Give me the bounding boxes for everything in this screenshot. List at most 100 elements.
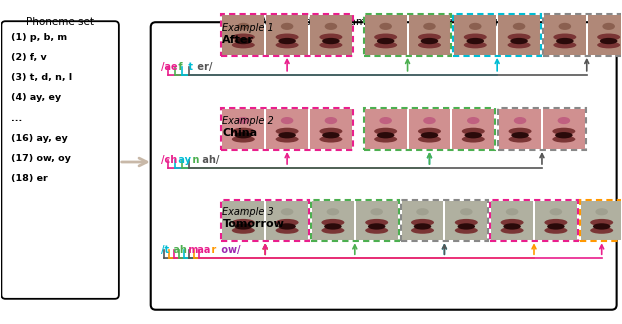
Ellipse shape <box>237 117 249 124</box>
Bar <box>499 143 541 149</box>
Ellipse shape <box>513 23 526 30</box>
Ellipse shape <box>420 132 439 138</box>
Bar <box>588 15 622 55</box>
Text: Phoneme set: Phoneme set <box>26 17 94 27</box>
Ellipse shape <box>374 42 397 48</box>
Bar <box>581 201 622 240</box>
Ellipse shape <box>469 23 481 30</box>
Ellipse shape <box>320 42 342 48</box>
Ellipse shape <box>550 208 562 215</box>
Bar <box>543 14 622 56</box>
Bar <box>312 201 354 240</box>
Ellipse shape <box>501 219 524 226</box>
Ellipse shape <box>509 128 532 135</box>
Bar <box>223 234 264 240</box>
Bar <box>364 15 407 55</box>
Ellipse shape <box>374 136 397 143</box>
Text: ah: ah <box>170 245 187 255</box>
Ellipse shape <box>377 132 394 138</box>
Ellipse shape <box>232 136 255 143</box>
Text: m: m <box>185 245 198 255</box>
Text: ...: ... <box>11 114 22 123</box>
Bar <box>364 143 407 149</box>
Ellipse shape <box>320 136 342 143</box>
Ellipse shape <box>325 23 337 30</box>
Bar <box>491 234 533 240</box>
Ellipse shape <box>320 128 342 135</box>
Ellipse shape <box>506 208 518 215</box>
FancyBboxPatch shape <box>151 22 616 310</box>
Bar <box>266 234 308 240</box>
Bar <box>543 110 585 149</box>
Text: /t: /t <box>160 245 169 255</box>
Bar <box>223 201 264 240</box>
Ellipse shape <box>508 33 531 40</box>
Text: (4) ay, ey: (4) ay, ey <box>11 93 62 102</box>
Bar <box>491 201 533 240</box>
Ellipse shape <box>322 38 340 44</box>
Ellipse shape <box>455 219 478 226</box>
Ellipse shape <box>465 132 482 138</box>
Ellipse shape <box>379 117 392 124</box>
Bar <box>402 201 443 240</box>
Text: t: t <box>185 62 193 72</box>
Text: Example 3: Example 3 <box>223 207 274 217</box>
Bar <box>409 110 450 149</box>
Ellipse shape <box>276 128 299 135</box>
Ellipse shape <box>237 23 249 30</box>
Bar <box>499 110 541 149</box>
Ellipse shape <box>377 38 394 44</box>
Bar <box>453 14 541 56</box>
Ellipse shape <box>322 132 340 138</box>
Ellipse shape <box>276 219 299 226</box>
Text: ow/: ow/ <box>218 245 241 255</box>
Bar <box>266 201 308 240</box>
Ellipse shape <box>595 208 608 215</box>
Ellipse shape <box>278 132 296 138</box>
Bar <box>266 15 308 55</box>
Ellipse shape <box>276 136 299 143</box>
Bar <box>402 234 443 240</box>
FancyBboxPatch shape <box>1 21 119 299</box>
Bar <box>543 143 585 149</box>
Ellipse shape <box>371 208 383 215</box>
Ellipse shape <box>324 223 341 230</box>
Bar <box>452 143 494 149</box>
Bar <box>535 234 577 240</box>
Bar <box>266 143 308 149</box>
Ellipse shape <box>322 227 345 234</box>
Ellipse shape <box>602 23 615 30</box>
Ellipse shape <box>423 23 436 30</box>
Bar <box>310 15 352 55</box>
Ellipse shape <box>556 38 573 44</box>
Text: f: f <box>175 62 183 72</box>
Ellipse shape <box>281 23 294 30</box>
Ellipse shape <box>423 117 436 124</box>
Ellipse shape <box>590 227 613 234</box>
Bar <box>364 109 495 150</box>
Ellipse shape <box>365 219 388 226</box>
Bar <box>223 49 264 55</box>
Ellipse shape <box>554 42 577 48</box>
Bar <box>409 143 450 149</box>
Ellipse shape <box>467 117 480 124</box>
Ellipse shape <box>320 33 342 40</box>
Bar <box>454 15 496 55</box>
Bar <box>544 15 586 55</box>
Ellipse shape <box>418 128 441 135</box>
Ellipse shape <box>511 132 529 138</box>
Ellipse shape <box>455 227 478 234</box>
Ellipse shape <box>327 208 339 215</box>
Bar <box>581 234 622 240</box>
Bar <box>266 110 308 149</box>
Bar <box>364 49 407 55</box>
Bar <box>356 234 397 240</box>
Text: (1) p, b, m: (1) p, b, m <box>11 33 67 42</box>
Text: Viseme-driven frames from a reference image: Viseme-driven frames from a reference im… <box>263 17 504 27</box>
Bar <box>452 110 494 149</box>
Bar <box>221 200 309 241</box>
Bar <box>498 15 540 55</box>
Text: Example 1: Example 1 <box>223 23 274 33</box>
Bar <box>445 234 487 240</box>
Ellipse shape <box>411 227 434 234</box>
